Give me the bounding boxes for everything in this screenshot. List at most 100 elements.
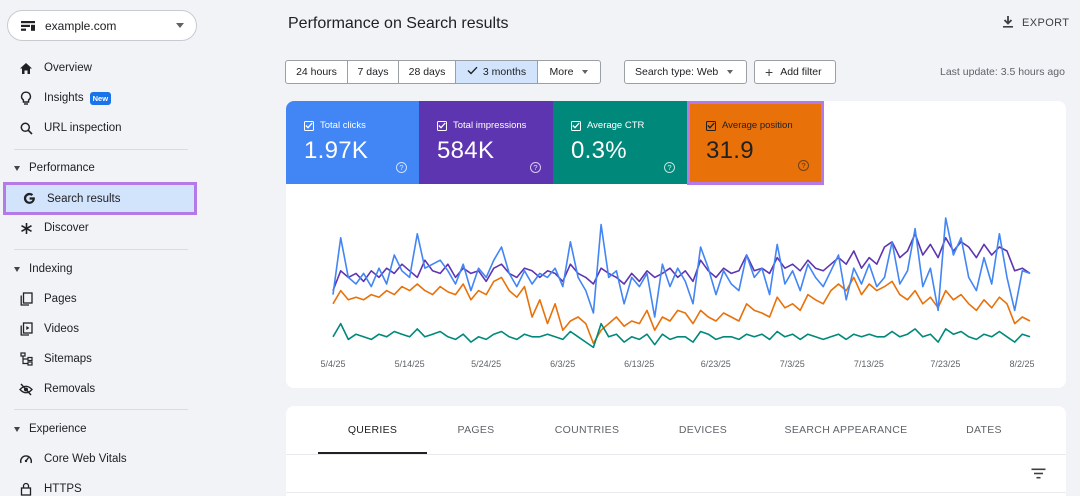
range-28-days-button[interactable]: 28 days [399,61,456,83]
google-g-icon [21,191,37,207]
sidebar: example.com Overview Insights New URL in… [0,0,200,496]
metric-value: 1.97K [304,137,369,164]
export-button[interactable]: EXPORT [1002,15,1069,31]
chevron-down-icon [727,70,734,74]
property-name: example.com [45,18,117,33]
section-performance[interactable]: Performance [0,156,195,180]
checkbox-checked-icon[interactable] [437,120,447,131]
metric-value: 0.3% [571,137,627,164]
metric-average-ctr[interactable]: Average CTR 0.3% ? [553,101,687,184]
sidebar-item-overview[interactable]: Overview [0,53,195,83]
home-icon [18,60,34,76]
new-badge: New [89,91,112,105]
tab-devices[interactable]: DEVICES [678,424,728,436]
range-label: 3 months [482,66,527,78]
tabs-divider [286,454,1066,455]
collapse-triangle-icon [14,165,20,171]
sidebar-item-insights[interactable]: Insights New [0,83,195,113]
help-icon[interactable]: ? [664,162,675,173]
range-label: More [549,66,574,78]
sidebar-divider [14,249,188,250]
download-icon [1002,15,1014,31]
sidebar-item-sitemaps[interactable]: Sitemaps [0,344,195,374]
sidebar-item-label: URL inspection [44,122,122,134]
sidebar-item-pages[interactable]: Pages [0,284,195,314]
section-experience[interactable]: Experience [0,417,195,441]
checkbox-checked-icon[interactable] [571,120,581,131]
tab-dates[interactable]: DATES [966,424,1002,436]
x-tick-label: 5/24/25 [471,359,501,369]
metric-value: 584K [437,137,495,164]
sidebar-item-label: Videos [44,323,79,335]
check-icon [467,66,478,78]
range-label: 7 days [357,66,389,78]
metric-value: 31.9 [706,137,754,164]
sidebar-item-https[interactable]: HTTPS [0,474,195,496]
lightbulb-icon [18,90,34,106]
sidebar-item-label: Removals [44,383,96,395]
asterisk-icon [18,220,34,236]
x-tick-label: 6/3/25 [550,359,575,369]
sidebar-divider [14,409,188,410]
metric-label: Total clicks [320,120,366,131]
plus-icon: + [765,64,774,80]
range-label: 28 days [408,66,446,78]
sidebar-item-label: Pages [44,293,77,305]
pages-icon [18,291,34,307]
sidebar-item-label: Discover [44,222,89,234]
help-icon[interactable]: ? [798,160,809,171]
metric-total-impressions[interactable]: Total impressions 584K ? [419,101,553,184]
add-filter-label: Add filter [780,66,822,78]
collapse-triangle-icon [14,266,20,272]
x-tick-label: 6/23/25 [701,359,731,369]
range-3-months-button[interactable]: 3 months [456,61,538,83]
x-tick-label: 8/2/25 [1009,359,1034,369]
metric-label: Average position [722,120,793,131]
section-indexing[interactable]: Indexing [0,257,195,281]
date-range-group: 24 hours 7 days 28 days 3 months More [285,60,601,84]
sidebar-item-label: Sitemaps [44,353,92,365]
sidebar-divider [14,149,188,150]
last-update-text: Last update: 3.5 hours ago [940,66,1065,78]
filter-rows-icon[interactable] [1031,466,1046,484]
tab-countries[interactable]: COUNTRIES [554,424,620,436]
property-selector[interactable]: example.com [7,10,197,41]
x-tick-label: 5/14/25 [395,359,425,369]
tab-pages[interactable]: PAGES [457,424,495,436]
sidebar-item-videos[interactable]: Videos [0,314,195,344]
series-line-average-ctr [332,322,1031,349]
tab-search-appearance[interactable]: SEARCH APPEARANCE [784,424,908,436]
help-icon[interactable]: ? [396,162,407,173]
dimension-tabs-card: QUERIES PAGES COUNTRIES DEVICES SEARCH A… [286,406,1066,496]
checkbox-checked-icon[interactable] [304,120,314,131]
sidebar-item-search-results[interactable]: Search results [3,182,197,215]
sidebar-item-url-inspection[interactable]: URL inspection [0,113,195,143]
sidebar-item-label: HTTPS [44,483,82,495]
section-title: Performance [29,162,95,174]
checkbox-checked-icon[interactable] [706,120,716,131]
eye-off-icon [18,381,34,397]
property-icon [20,19,36,33]
sidebar-item-discover[interactable]: Discover [0,213,195,243]
collapse-triangle-icon [14,426,20,432]
tab-queries[interactable]: QUERIES [347,424,398,436]
table-divider [286,492,1066,493]
x-tick-label: 7/3/25 [780,359,805,369]
add-filter-button[interactable]: + Add filter [754,60,836,84]
x-tick-label: 5/4/25 [320,359,345,369]
range-label: 24 hours [296,66,337,78]
range-24-hours-button[interactable]: 24 hours [286,61,348,83]
sidebar-item-label: Search results [47,192,121,205]
range-more-dropdown[interactable]: More [538,61,600,83]
metric-total-clicks[interactable]: Total clicks 1.97K ? [286,101,419,184]
sidebar-item-removals[interactable]: Removals [0,374,195,404]
range-7-days-button[interactable]: 7 days [348,61,399,83]
x-tick-label: 6/13/25 [624,359,654,369]
series-line-total-clicks [332,217,1031,318]
help-icon[interactable]: ? [530,162,541,173]
search-type-dropdown[interactable]: Search type: Web [624,60,747,84]
metric-label: Total impressions [453,120,527,131]
sidebar-item-core-web-vitals[interactable]: Core Web Vitals [0,444,195,474]
sidebar-item-label: Core Web Vitals [44,453,127,465]
metric-average-position[interactable]: Average position 31.9 ? [687,101,824,185]
